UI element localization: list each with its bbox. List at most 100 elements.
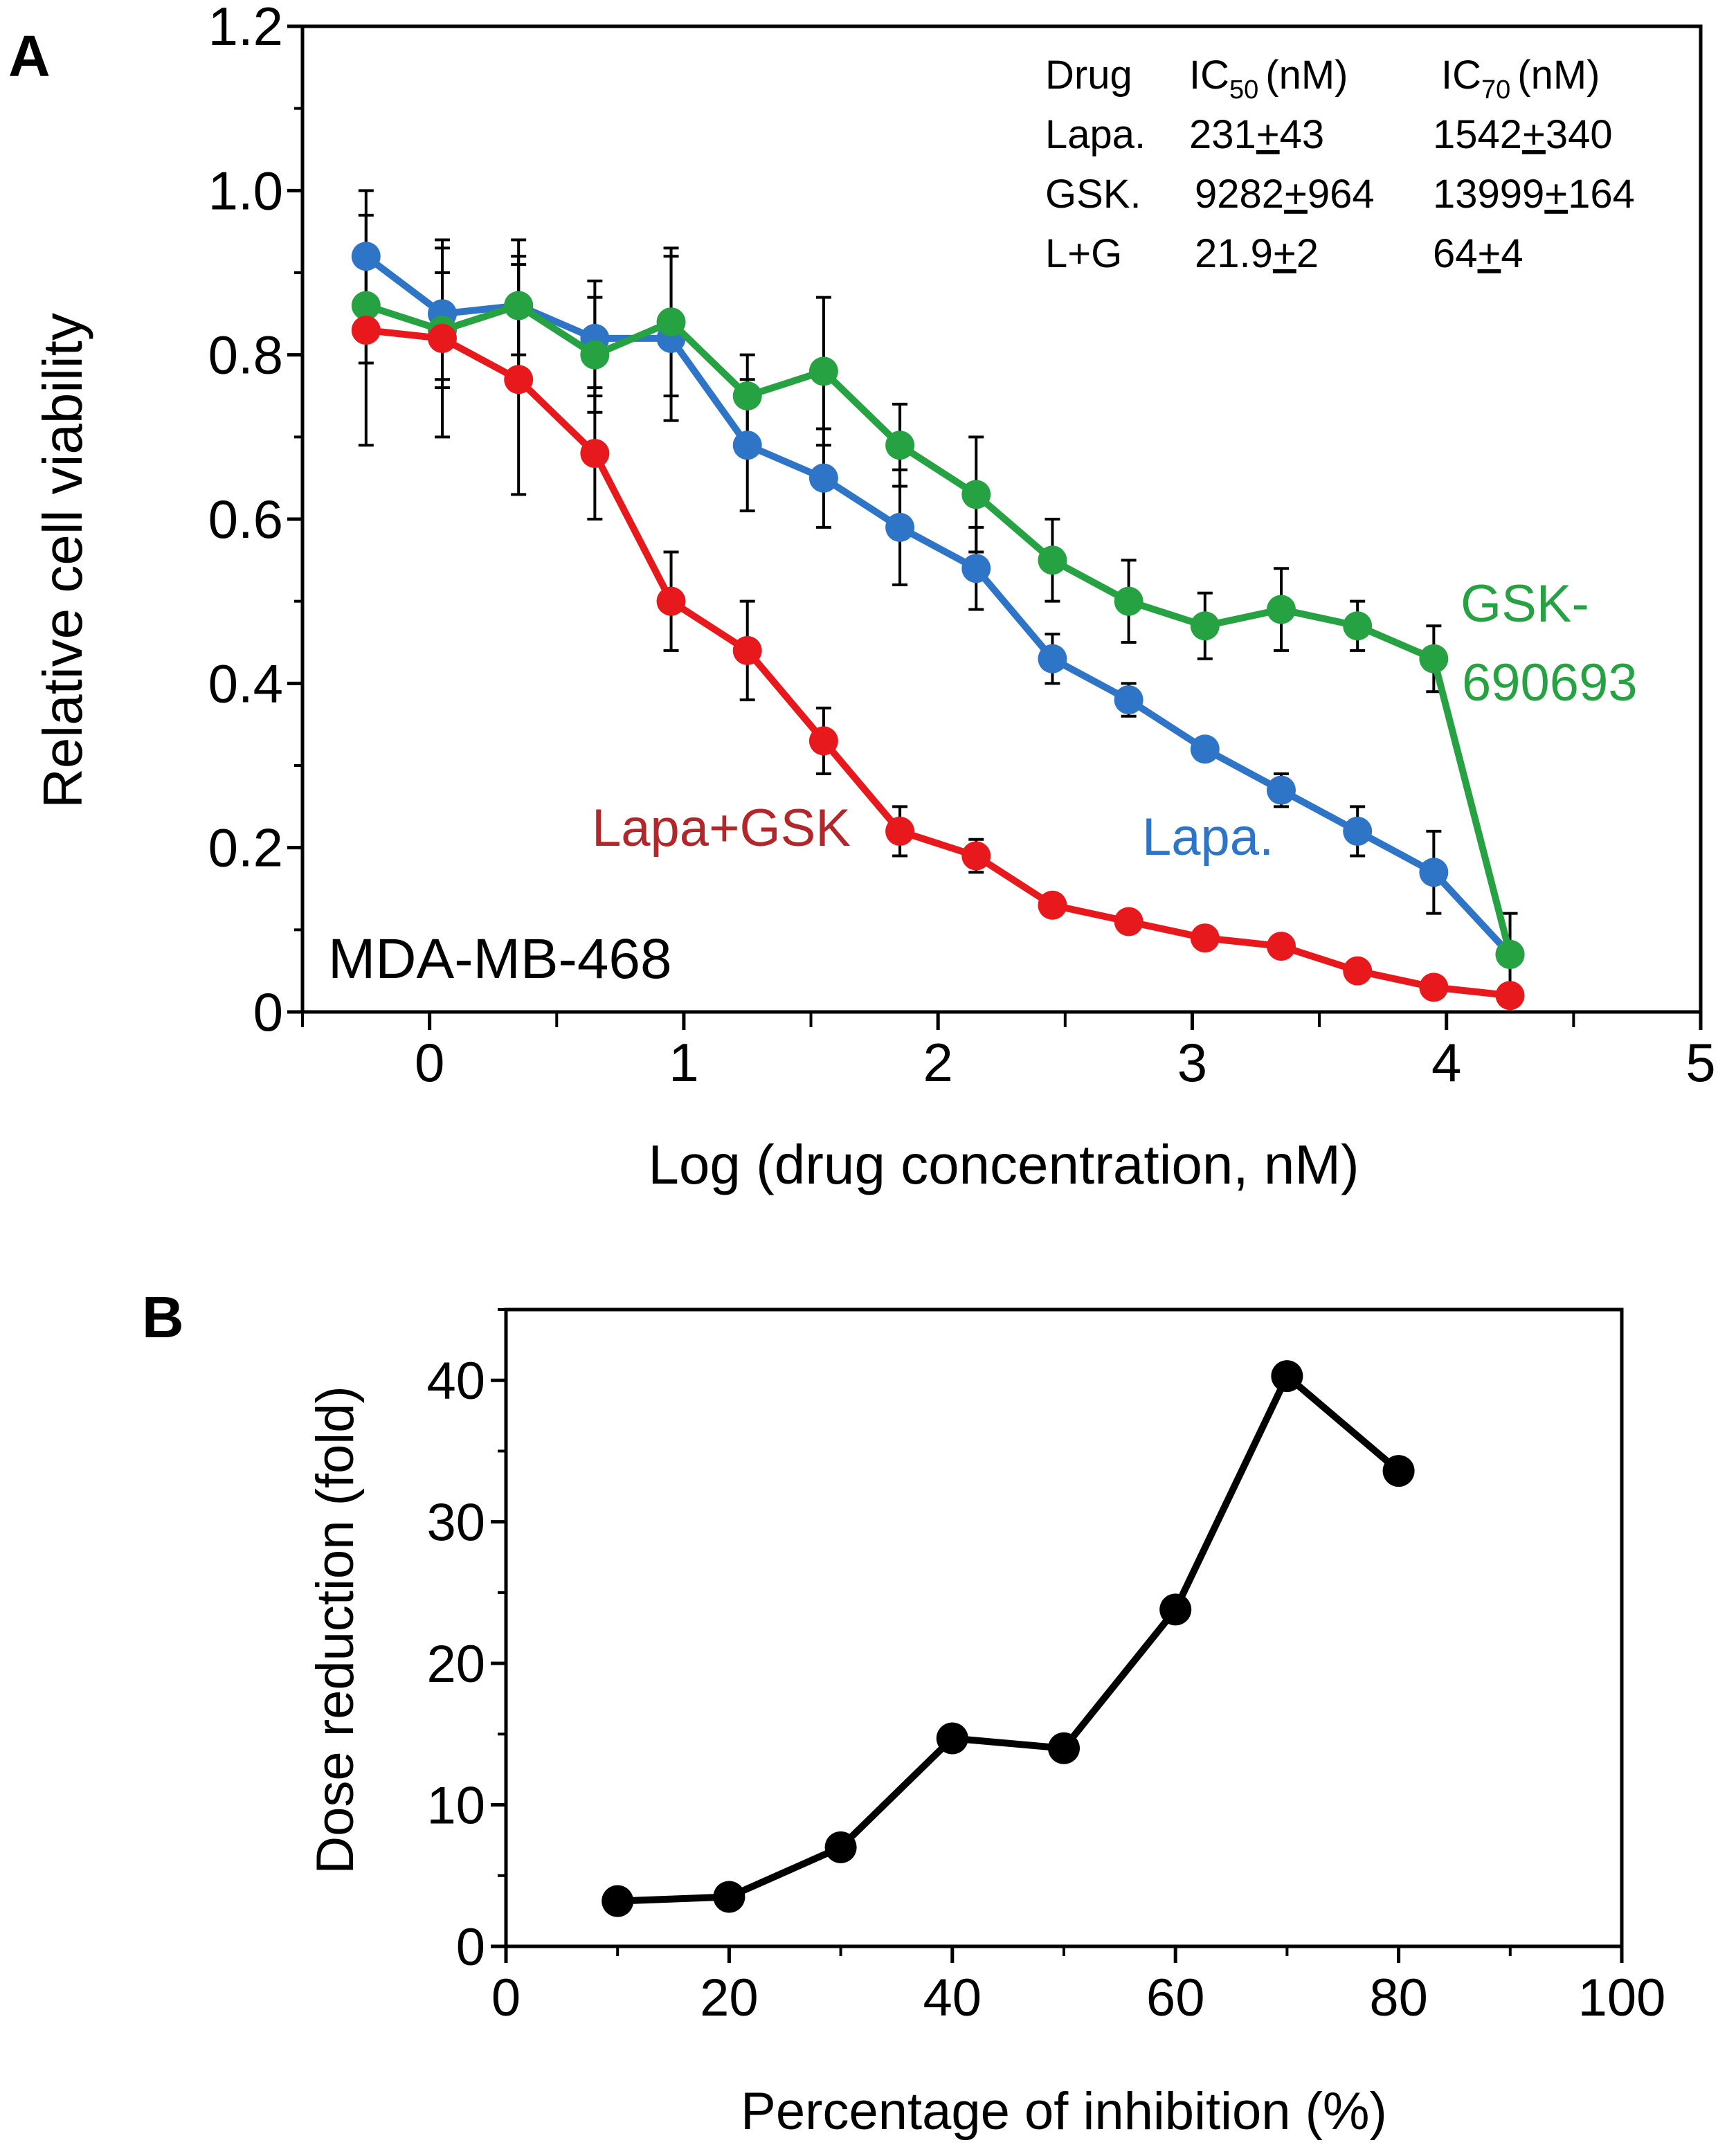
data-point (1267, 932, 1296, 961)
data-point (1495, 939, 1525, 969)
chart-a-ticks: 0 0.2 0.4 0.6 0.8 1.0 1.2 0 1 2 3 4 5 (208, 0, 1716, 1093)
data-point (1114, 685, 1143, 715)
y-tick-label: 0.4 (208, 653, 283, 714)
data-point (1267, 775, 1296, 805)
data-point (1190, 734, 1220, 764)
chart-b-x-axis-title: Percentage of inhibition (%) (741, 2082, 1387, 2141)
series-points-gsk-690693 (351, 291, 1525, 969)
data-point (1419, 972, 1449, 1002)
data-point (351, 291, 381, 320)
ic-table-row-ic50: 231+43 (1189, 112, 1324, 157)
chart-a-series-label-lapa: Lapa. (1142, 808, 1274, 867)
ic50-pm: + (1284, 172, 1308, 217)
data-point (808, 726, 838, 756)
ic-table-row-ic70: 13999+164 (1433, 172, 1635, 217)
ic-table-header-ic70: IC70 (nM) (1441, 53, 1600, 105)
data-point (1190, 923, 1220, 953)
ic50-value: 21.9 (1195, 231, 1273, 276)
ic70-value: 1542 (1433, 112, 1522, 157)
chart-a-x-axis-title: Log (drug concentration, nM) (648, 1134, 1359, 1195)
data-point (885, 431, 915, 460)
data-point (1419, 644, 1449, 673)
ic70-pm: + (1544, 172, 1568, 217)
ic-table-row-ic50: 21.9+2 (1195, 231, 1319, 276)
chart-a-series-label-gsk-line2: 690693 (1462, 653, 1638, 712)
data-point (580, 439, 610, 469)
ic70-error: 4 (1501, 231, 1523, 276)
ic-table-row-ic70: 1542+340 (1433, 112, 1613, 157)
ic50-value: 9282 (1195, 172, 1284, 217)
data-point (351, 316, 381, 345)
data-point (656, 586, 686, 616)
chart-b-ticks: 0 10 20 30 40 0 20 40 60 80 100 (426, 1308, 1666, 2027)
chart-a-cell-line-label: MDA-MB-468 (328, 927, 672, 990)
data-point (351, 242, 381, 271)
ic70-unit: (nM) (1517, 53, 1600, 98)
data-point (1159, 1593, 1192, 1626)
data-point (656, 307, 686, 337)
y-tick-label: 10 (426, 1777, 485, 1836)
x-tick-label: 3 (1177, 1032, 1207, 1093)
y-tick-label: 1.0 (208, 160, 283, 221)
data-point (580, 340, 610, 370)
series-points-dose-reduction (602, 1360, 1415, 1917)
data-point (1038, 644, 1067, 673)
ic70-error: 164 (1568, 172, 1635, 217)
ic50-value: 231 (1189, 112, 1256, 157)
data-point (808, 463, 838, 493)
data-point (1267, 595, 1296, 624)
data-point (602, 1885, 634, 1917)
x-tick-label: 5 (1685, 1032, 1715, 1093)
chart-a: 0 0.2 0.4 0.6 0.8 1.0 1.2 0 1 2 3 4 5 Log (drug conc… (32, 0, 1716, 1195)
series-line-lapa (363, 253, 1513, 957)
ic-table-row-ic70: 64+4 (1433, 231, 1523, 276)
chart-b-y-axis-title: Dose reduction (fold) (306, 1386, 365, 1874)
ic-table-row-drug: GSK. (1045, 172, 1141, 217)
ic-table-row-ic50: 9282+964 (1195, 172, 1375, 217)
x-tick-label: 80 (1369, 1969, 1428, 2027)
data-point (824, 1831, 857, 1863)
ic70-pm: + (1522, 112, 1546, 157)
data-point (713, 1881, 745, 1913)
x-tick-label: 2 (923, 1032, 952, 1093)
ic70-value: 13999 (1433, 172, 1544, 217)
data-point (1038, 890, 1067, 920)
chart-a-plot-frame (300, 24, 1703, 1014)
panel-label-a: A (8, 24, 51, 89)
ic50-base: IC (1189, 53, 1229, 98)
data-point (961, 841, 991, 871)
data-point (1190, 611, 1220, 641)
ic70-sub: 70 (1481, 75, 1510, 105)
data-point (936, 1722, 968, 1755)
ic-table: Drug IC50 (nM) IC70 (nM) Lapa. 231+43 1542… (1045, 53, 1635, 276)
chart-b: 0 10 20 30 40 0 20 40 60 80 100 Percentage of inhi… (306, 1307, 1666, 2141)
y-tick-label: 20 (426, 1635, 485, 1694)
data-point (1114, 586, 1143, 616)
y-tick-label: 0.8 (208, 325, 283, 386)
data-point (961, 554, 991, 583)
data-point (504, 365, 534, 395)
ic-table-header-drug: Drug (1045, 53, 1132, 98)
ic70-error: 340 (1546, 112, 1613, 157)
y-tick-label: 40 (426, 1352, 485, 1411)
x-tick-label: 1 (669, 1032, 698, 1093)
ic70-pm: + (1478, 231, 1501, 276)
data-point (1343, 816, 1373, 846)
ic50-unit: (nM) (1265, 53, 1348, 98)
data-point (1048, 1732, 1080, 1764)
data-point (428, 323, 457, 353)
y-tick-label: 30 (426, 1494, 485, 1553)
x-tick-label: 100 (1578, 1969, 1666, 2027)
ic-table-header-ic50: IC50 (nM) (1189, 53, 1348, 105)
data-point (885, 512, 915, 542)
series-line-gsk-690693 (365, 302, 1514, 956)
y-tick-label: 0 (456, 1918, 485, 1977)
x-tick-label: 40 (923, 1969, 982, 2027)
ic50-pm: + (1273, 231, 1296, 276)
data-point (1343, 611, 1373, 641)
x-tick-label: 4 (1431, 1032, 1461, 1093)
series-points-lapa (351, 242, 1525, 969)
data-point (1495, 981, 1525, 1011)
series-points-lapa-gsk (351, 316, 1525, 1011)
